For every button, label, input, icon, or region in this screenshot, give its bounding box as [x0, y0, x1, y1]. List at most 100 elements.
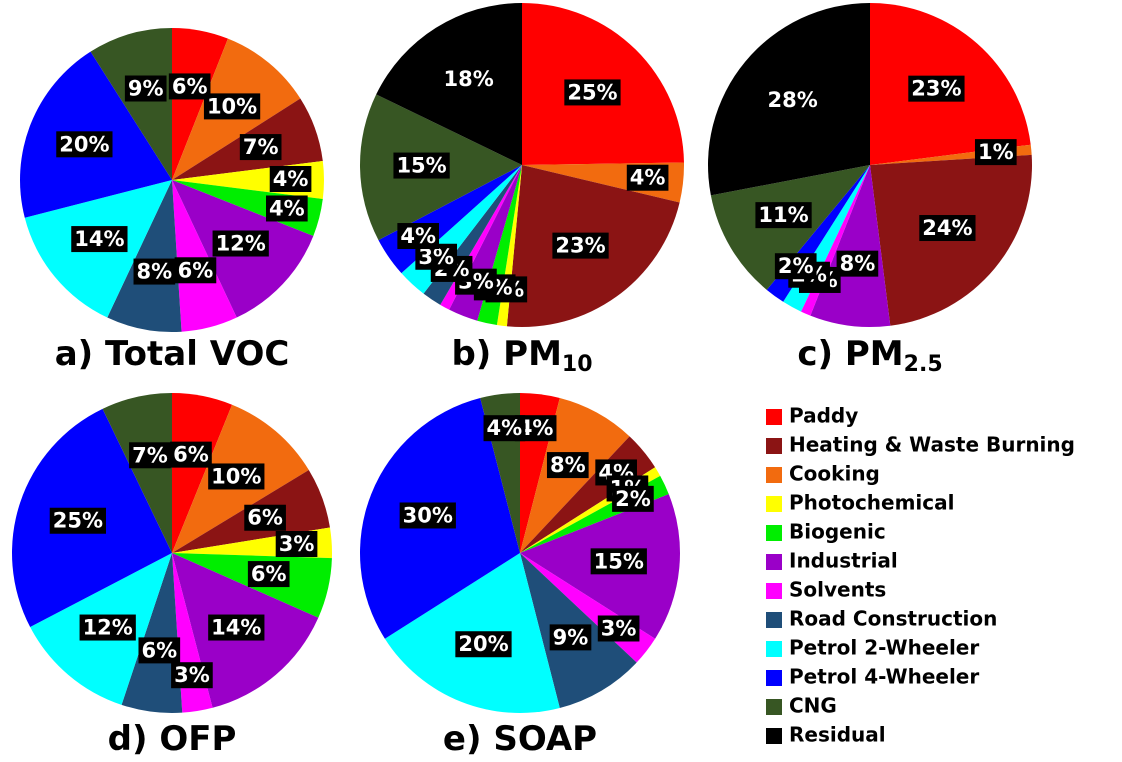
- value-label-text: 12%: [216, 232, 266, 256]
- value-label: 15%: [590, 548, 647, 575]
- value-label-bg: [138, 637, 181, 664]
- value-label: 14%: [71, 226, 128, 253]
- value-label: 8%: [836, 250, 879, 277]
- value-label-bg: [174, 257, 217, 284]
- value-label: 2%: [612, 485, 654, 512]
- value-label-text: 20%: [458, 632, 508, 656]
- legend-swatch: [766, 438, 782, 454]
- chart-title: d) OFP: [108, 719, 237, 759]
- value-label-text: 24%: [922, 216, 972, 240]
- value-label-bg: [168, 73, 211, 100]
- value-label-text: 20%: [59, 132, 109, 156]
- value-label-text: 4%: [400, 224, 436, 248]
- pie-slice: [172, 180, 323, 236]
- value-label-text: 4%: [630, 166, 666, 190]
- value-label-text: 4%: [273, 167, 309, 191]
- pie-slice: [172, 28, 228, 180]
- value-label: 6%: [168, 73, 211, 100]
- chart-title: a) Total VOC: [55, 334, 290, 374]
- value-label-bg: [275, 531, 318, 558]
- value-label-bg: [755, 202, 812, 229]
- value-label-text: 6%: [141, 638, 177, 662]
- value-label-text: 6%: [247, 506, 283, 530]
- value-label-bg: [919, 215, 976, 242]
- legend-label: Road Construction: [789, 607, 997, 631]
- value-label-text: 25%: [567, 80, 617, 104]
- value-label-text: 9%: [128, 77, 164, 101]
- value-label: 8%: [546, 452, 589, 479]
- value-label: 7%: [239, 134, 282, 161]
- value-label-text: 4%: [269, 196, 305, 220]
- value-label-text: 28%: [767, 88, 817, 112]
- title-main: d) OFP: [108, 719, 237, 759]
- value-label: 6%: [247, 561, 290, 588]
- value-label: 11%: [755, 202, 812, 229]
- legend-label: Biogenic: [789, 520, 886, 544]
- pie-slice: [102, 393, 172, 553]
- value-label: 18%: [440, 65, 497, 92]
- pie-slice: [121, 553, 183, 713]
- value-label: 12%: [212, 230, 269, 257]
- legend-label: Photochemical: [789, 491, 955, 515]
- chart-title: c) PM2.5: [797, 334, 942, 378]
- value-label: 6%: [138, 637, 181, 664]
- value-label: 10%: [208, 463, 265, 490]
- legend-swatch: [766, 496, 782, 512]
- value-label-bg: [171, 662, 213, 689]
- value-label-bg: [79, 614, 136, 641]
- value-label: 25%: [564, 79, 621, 106]
- legend-label: Paddy: [789, 404, 858, 428]
- value-label-bg: [133, 258, 176, 285]
- value-label: 2%: [774, 253, 817, 280]
- legend-swatch: [766, 641, 782, 657]
- value-label: 9%: [124, 75, 167, 102]
- value-label-bg: [239, 134, 282, 161]
- value-label-bg: [764, 86, 821, 113]
- value-label: 20%: [56, 131, 113, 158]
- value-label-bg: [836, 250, 879, 277]
- value-label-bg: [440, 65, 497, 92]
- value-label: 10%: [203, 93, 261, 120]
- value-label-bg: [56, 131, 113, 158]
- pie-slice: [90, 28, 172, 180]
- legend-swatch: [766, 699, 782, 715]
- value-label-bg: [49, 507, 106, 534]
- value-label-bg: [129, 442, 171, 469]
- value-label: 20%: [455, 631, 512, 658]
- value-label: 6%: [170, 441, 212, 468]
- value-label-bg: [212, 230, 269, 257]
- value-label-text: 15%: [594, 549, 644, 573]
- legend-swatch: [766, 583, 782, 599]
- value-label-text: 15%: [396, 154, 446, 178]
- value-label: 24%: [919, 215, 976, 242]
- value-label: 25%: [49, 507, 106, 534]
- value-label: 3%: [597, 615, 640, 642]
- value-label-bg: [564, 79, 621, 106]
- value-label-bg: [397, 223, 440, 250]
- value-label: 7%: [129, 442, 171, 469]
- title-sub: 10: [562, 352, 593, 377]
- legend-swatch: [766, 467, 782, 483]
- legend-swatch: [766, 670, 782, 686]
- value-label-text: 10%: [211, 464, 261, 488]
- value-label-text: 12%: [83, 616, 133, 640]
- value-label-text: 18%: [444, 67, 494, 91]
- value-label-bg: [399, 502, 456, 529]
- value-label-bg: [546, 452, 589, 479]
- legend-label: Solvents: [789, 578, 886, 602]
- legend-swatch: [766, 525, 782, 541]
- title-main: b) PM: [451, 334, 561, 374]
- value-label: 9%: [549, 624, 592, 651]
- value-label: 14%: [208, 614, 265, 641]
- value-label-bg: [244, 504, 286, 531]
- value-label-text: 10%: [207, 94, 257, 118]
- value-label-text: 14%: [74, 227, 124, 251]
- value-label-text: 2%: [778, 254, 814, 278]
- value-label-text: 14%: [211, 616, 261, 640]
- value-label-text: 3%: [601, 616, 637, 640]
- legend-label: Petrol 2-Wheeler: [789, 636, 979, 660]
- value-label-bg: [590, 548, 647, 575]
- value-label: 3%: [171, 662, 213, 689]
- legend-label: CNG: [789, 694, 837, 718]
- value-label: 28%: [764, 86, 821, 113]
